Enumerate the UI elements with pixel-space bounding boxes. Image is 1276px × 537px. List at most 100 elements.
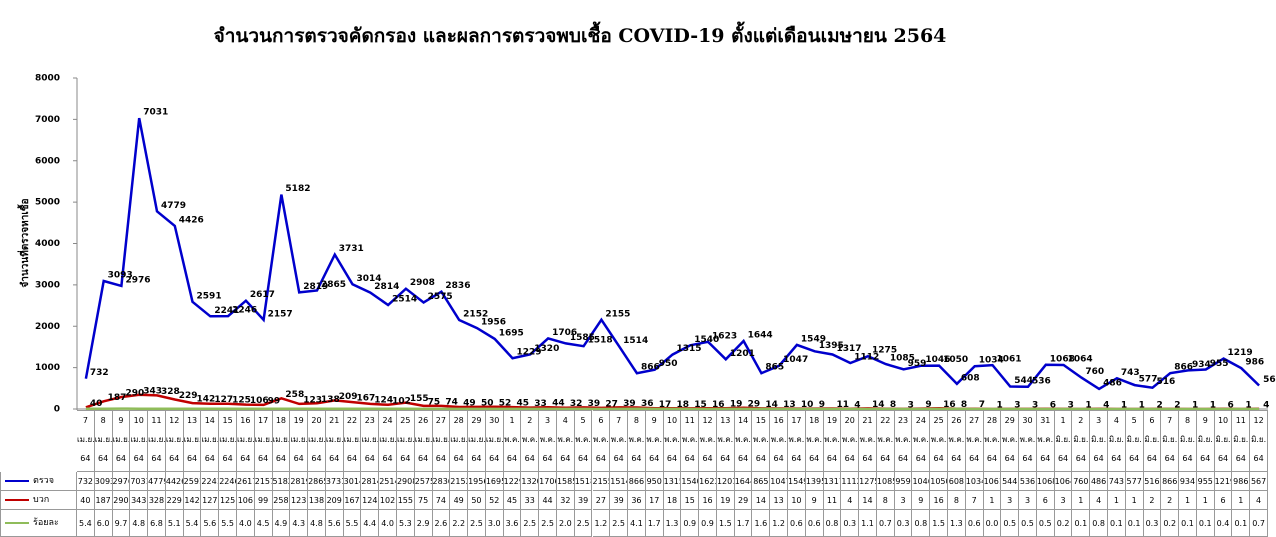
data-label: 102 <box>392 396 411 406</box>
table-cell: 1219 <box>1214 472 1233 491</box>
data-label: 45 <box>517 399 530 409</box>
table-cell: 959 <box>894 472 913 491</box>
table-cell: 1 <box>1125 491 1144 510</box>
data-label: 187 <box>108 393 127 403</box>
data-label: 3 <box>1014 400 1020 410</box>
data-label: 1219 <box>1228 348 1253 358</box>
table-cell: 0.1 <box>1196 510 1215 537</box>
legend-label: ร้อยละ <box>33 518 59 528</box>
table-cell: 2617 <box>236 472 255 491</box>
data-label: 99 <box>268 396 281 406</box>
category-cell: 24 เม.ย. 64 <box>379 410 397 472</box>
table-cell: 4.1 <box>628 510 646 537</box>
data-label: 50 <box>481 398 494 408</box>
table-cell: 1315 <box>663 472 682 491</box>
data-label: 1320 <box>534 344 559 354</box>
category-cell: 21 พ.ค. 64 <box>859 410 877 472</box>
table-cell: 2241 <box>201 472 220 491</box>
table-cell: 2591 <box>183 472 202 491</box>
table-cell: 343 <box>130 491 149 510</box>
table-cell: 1317 <box>823 472 842 491</box>
data-label: 1315 <box>677 344 702 354</box>
table-cell: 2814 <box>361 472 380 491</box>
data-label: 13 <box>783 400 796 410</box>
table-cell: 1 <box>1179 491 1197 510</box>
table-cell: 328 <box>148 491 166 510</box>
data-label: 1695 <box>499 328 524 338</box>
data-label: 1 <box>1192 400 1198 410</box>
data-label: 27 <box>605 399 618 409</box>
data-label: 2908 <box>410 278 435 288</box>
data-label: 14 <box>872 400 885 410</box>
table-cell: 125 <box>219 491 237 510</box>
table-cell: 155 <box>396 491 415 510</box>
table-cell: 1229 <box>503 472 522 491</box>
category-cell: 8 มิ.ย. 64 <box>1179 410 1197 472</box>
data-label: 536 <box>1032 376 1051 386</box>
category-cell: 30 เม.ย. 64 <box>485 410 504 472</box>
table-cell: 536 <box>1019 472 1037 491</box>
data-label: 127 <box>214 395 233 405</box>
table-cell: 1.7 <box>734 510 753 537</box>
table-cell: 209 <box>325 491 344 510</box>
data-label: 32 <box>570 399 583 409</box>
data-label: 4779 <box>161 201 186 211</box>
data-label: 2814 <box>374 282 399 292</box>
table-cell: 187 <box>94 491 113 510</box>
table-cell: 99 <box>254 491 273 510</box>
table-cell: 0.6 <box>788 510 806 537</box>
table-cell: 1540 <box>681 472 700 491</box>
data-label: 124 <box>374 395 393 405</box>
category-cell: 25 พ.ค. 64 <box>930 410 949 472</box>
table-cell: 2 <box>1161 491 1180 510</box>
category-cell: 11 พ.ค. 64 <box>681 410 700 472</box>
data-label: 2152 <box>463 309 488 319</box>
data-label: 567 <box>1263 375 1276 385</box>
y-tick-label: 1000 <box>35 363 60 373</box>
data-label: 1 <box>996 400 1002 410</box>
data-label: 1085 <box>890 354 915 364</box>
data-label: 1623 <box>712 331 737 341</box>
table-cell: 52 <box>485 491 504 510</box>
table-cell: 0.4 <box>1214 510 1233 537</box>
table-cell: 2.2 <box>450 510 469 537</box>
data-label: 1229 <box>517 348 542 358</box>
data-label: 18 <box>677 400 690 410</box>
table-cell: 45 <box>503 491 522 510</box>
table-cell: 13 <box>770 491 789 510</box>
y-tick-label: 0 <box>54 405 60 415</box>
table-cell: 75 <box>414 491 433 510</box>
data-label: 1518 <box>588 336 613 346</box>
y-tick-label: 4000 <box>35 239 60 249</box>
table-cell: 4 <box>841 491 860 510</box>
legend-cell: ร้อยละ <box>0 510 77 537</box>
category-cell: 4 พ.ค. 64 <box>556 410 575 472</box>
table-cell: 0.8 <box>823 510 842 537</box>
table-cell: 4 <box>1090 491 1108 510</box>
table-cell: 3.6 <box>503 510 522 537</box>
data-label: 1706 <box>552 328 577 338</box>
table-cell: 0.3 <box>841 510 860 537</box>
table-cell: 1549 <box>788 472 806 491</box>
table-cell: 40 <box>77 491 95 510</box>
table-cell: 866 <box>1161 472 1180 491</box>
table-cell: 1064 <box>1054 472 1073 491</box>
table-cell: 5.3 <box>396 510 415 537</box>
data-label: 1275 <box>872 346 897 356</box>
category-cell: 2 มิ.ย. 64 <box>1072 410 1091 472</box>
data-label: 1046 <box>925 355 950 365</box>
category-cell: 20 พ.ค. 64 <box>841 410 860 472</box>
category-cell: 29 เม.ย. 64 <box>468 410 486 472</box>
data-label: 142 <box>197 395 216 405</box>
data-label: 106 <box>250 396 269 406</box>
table-cell: 2865 <box>308 472 326 491</box>
data-label: 2514 <box>392 294 417 304</box>
data-label: 4 <box>854 400 860 410</box>
table-cell: 1585 <box>556 472 575 491</box>
category-cell: 10 มิ.ย. 64 <box>1214 410 1233 472</box>
table-cell: 2575 <box>414 472 433 491</box>
table-cell: 5.1 <box>165 510 184 537</box>
table-cell: 6.8 <box>148 510 166 537</box>
data-label: 290 <box>125 389 144 399</box>
data-label: 7031 <box>143 108 168 118</box>
